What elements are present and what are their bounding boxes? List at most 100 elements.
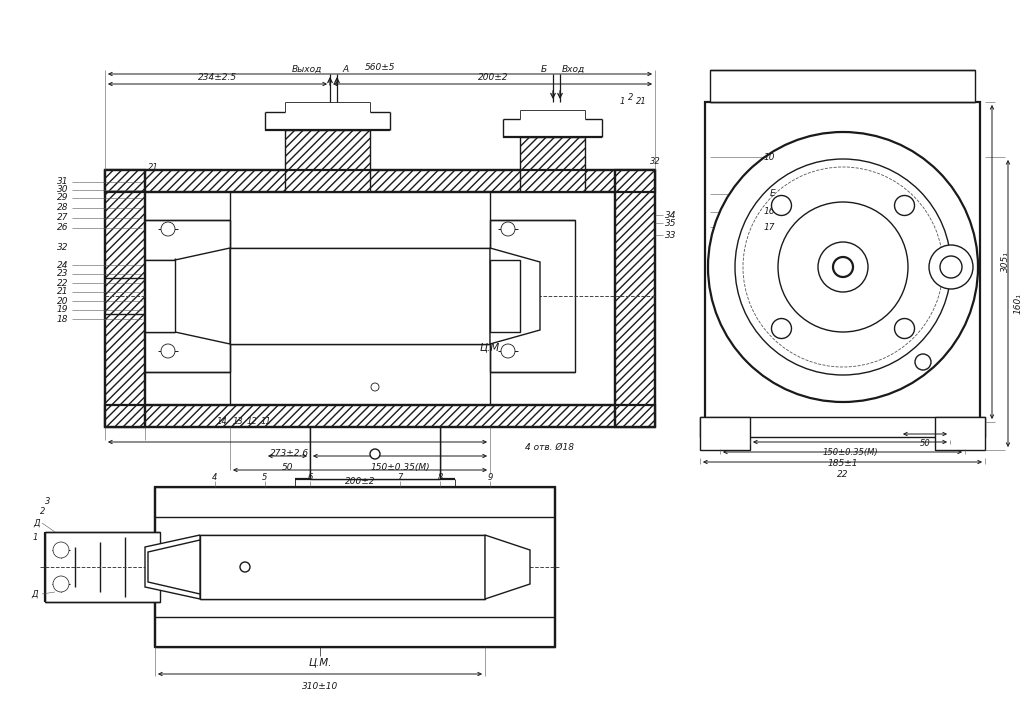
- Text: 22: 22: [838, 470, 849, 479]
- Text: 29: 29: [56, 194, 68, 202]
- Text: 305₁: 305₁: [1000, 251, 1010, 272]
- Polygon shape: [490, 248, 540, 344]
- Text: 12: 12: [247, 418, 257, 427]
- Text: 200±2: 200±2: [345, 477, 375, 486]
- Text: 234±2.5: 234±2.5: [199, 74, 238, 83]
- Text: 310±10: 310±10: [302, 682, 338, 691]
- Text: Вход: Вход: [562, 65, 586, 74]
- Bar: [145, 260, 175, 332]
- Text: 17: 17: [764, 223, 775, 232]
- Text: 3: 3: [45, 498, 50, 507]
- Polygon shape: [148, 540, 200, 594]
- Circle shape: [895, 195, 914, 216]
- Text: 32: 32: [649, 157, 660, 166]
- Circle shape: [895, 319, 914, 338]
- Text: 31: 31: [56, 178, 68, 187]
- Text: 11: 11: [261, 418, 271, 427]
- Text: 13: 13: [232, 418, 244, 427]
- Text: 24: 24: [56, 260, 68, 270]
- Text: 1: 1: [620, 98, 625, 107]
- Circle shape: [53, 542, 69, 558]
- Bar: [105, 405, 655, 427]
- Bar: [615, 170, 655, 427]
- Bar: [45, 532, 160, 602]
- Text: 26: 26: [56, 223, 68, 232]
- Circle shape: [371, 383, 379, 391]
- Bar: [495, 225, 570, 367]
- Text: 160₁: 160₁: [1014, 293, 1023, 314]
- Text: 21: 21: [636, 98, 646, 107]
- Text: 34: 34: [665, 211, 677, 220]
- Text: Ц.М.: Ц.М.: [308, 657, 332, 667]
- Text: 28: 28: [56, 204, 68, 213]
- Text: 273±2.6: 273±2.6: [270, 449, 309, 458]
- Text: 35: 35: [665, 218, 677, 227]
- Bar: [490, 260, 520, 332]
- Circle shape: [833, 257, 853, 277]
- Text: 4 отв. Ø18: 4 отв. Ø18: [525, 442, 574, 451]
- Text: 50: 50: [283, 463, 294, 472]
- Circle shape: [818, 242, 868, 292]
- Text: 2: 2: [40, 508, 45, 517]
- Text: 200±2: 200±2: [478, 74, 508, 83]
- Text: 150±0.35(М): 150±0.35(М): [371, 463, 430, 472]
- Text: 150±0.35(М): 150±0.35(М): [822, 448, 878, 457]
- Text: 23: 23: [56, 270, 68, 279]
- Circle shape: [501, 222, 515, 236]
- Text: 4: 4: [212, 474, 218, 482]
- Circle shape: [771, 319, 792, 338]
- Text: A: A: [342, 65, 348, 74]
- Bar: [150, 225, 225, 367]
- Text: 19: 19: [56, 305, 68, 314]
- Text: Б: Б: [541, 65, 547, 74]
- Text: 18: 18: [56, 314, 68, 324]
- Circle shape: [53, 576, 69, 592]
- Text: 50: 50: [920, 439, 931, 448]
- Bar: [705, 102, 980, 422]
- Text: 30: 30: [56, 185, 68, 194]
- Circle shape: [708, 132, 978, 402]
- Bar: [50, 537, 150, 597]
- Polygon shape: [485, 535, 530, 599]
- Text: 27: 27: [56, 213, 68, 223]
- Text: 21: 21: [147, 162, 159, 171]
- Text: 185±1: 185±1: [827, 459, 858, 468]
- Bar: [710, 70, 975, 102]
- Bar: [710, 70, 975, 102]
- Bar: [155, 487, 555, 517]
- Bar: [230, 248, 490, 344]
- Circle shape: [929, 245, 973, 289]
- Circle shape: [915, 354, 931, 370]
- Polygon shape: [175, 248, 230, 344]
- Text: 560±5: 560±5: [365, 63, 395, 72]
- Text: Ц.М: Ц.М: [480, 342, 500, 352]
- Circle shape: [735, 159, 951, 375]
- Circle shape: [161, 344, 175, 358]
- Text: 21: 21: [56, 288, 68, 296]
- Bar: [700, 417, 985, 437]
- Bar: [285, 130, 370, 192]
- Bar: [105, 170, 655, 192]
- Bar: [105, 170, 145, 427]
- Text: 32: 32: [56, 242, 68, 251]
- Text: 1: 1: [33, 533, 38, 541]
- Bar: [520, 137, 585, 192]
- Text: 22: 22: [56, 279, 68, 288]
- Circle shape: [501, 344, 515, 358]
- Circle shape: [778, 202, 908, 332]
- Bar: [200, 535, 485, 599]
- Text: Е: Е: [769, 190, 775, 199]
- Text: 16: 16: [764, 208, 775, 216]
- Text: 2: 2: [629, 93, 634, 102]
- Bar: [310, 427, 440, 479]
- Bar: [155, 487, 555, 647]
- Bar: [145, 220, 230, 372]
- Text: 6: 6: [307, 474, 312, 482]
- Circle shape: [161, 222, 175, 236]
- Text: 20: 20: [56, 296, 68, 305]
- Text: Д: Д: [34, 519, 40, 527]
- Bar: [700, 417, 750, 450]
- Text: 5: 5: [262, 474, 267, 482]
- Bar: [490, 220, 575, 372]
- Text: Выход: Выход: [292, 65, 322, 74]
